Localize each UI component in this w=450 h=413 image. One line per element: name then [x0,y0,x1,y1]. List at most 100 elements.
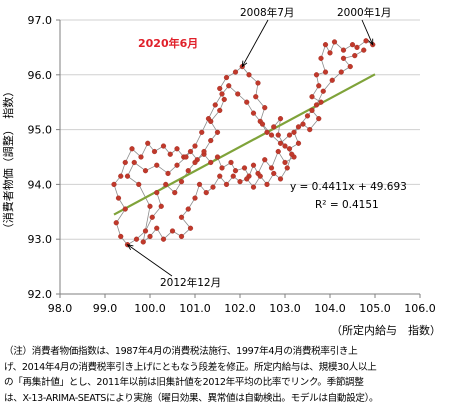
data-point [318,55,324,61]
data-point [259,121,266,127]
annotation-label: 2000年1月 [337,6,391,19]
data-point [354,44,360,51]
data-point [145,140,151,146]
data-point [232,168,239,174]
data-point [160,236,167,242]
x-tick-label: 104.0 [314,302,346,315]
y-tick-label: 95.0 [28,124,53,137]
data-point [232,69,239,75]
data-point [338,69,344,75]
data-point [205,116,212,122]
data-point [284,165,290,171]
trendline-r-squared: R² = 0.4151 [315,199,379,211]
data-point [147,233,153,240]
tick-labels: 98.0 99.0 100.0 101.0 102.0 103.0 104.0 105.0 10… [28,14,436,315]
y-tick-label: 93.0 [28,233,53,246]
data-point [163,181,169,188]
data-point [217,85,223,92]
trendline [113,73,376,216]
axes [59,20,420,295]
data-point [230,173,236,179]
data-point [226,83,232,89]
data-point [208,137,214,144]
data-point [361,47,367,53]
data-point [154,162,160,168]
y-tick-label: 97.0 [28,14,53,27]
data-point [331,39,338,45]
data-point [111,181,117,188]
x-axis-label: （所定内給与 指数） [331,323,441,337]
x-tick-label: 98.0 [48,302,73,315]
data-point [309,107,315,114]
data-point [165,170,171,177]
data-point [228,159,234,166]
x-tick-label: 101.0 [179,302,211,315]
data-point [142,168,149,174]
data-point [185,206,191,212]
data-point [250,110,257,116]
data-point [329,77,335,83]
data-point [313,72,320,78]
data-point [192,143,198,149]
data-point [320,88,326,94]
data-point [250,162,257,168]
data-point [307,127,313,133]
data-point [223,181,230,188]
annotation-arrowhead [241,60,248,68]
data-point [289,151,295,157]
trendline-group [113,73,376,216]
data-point [275,132,281,138]
data-point [118,233,124,240]
data-point [122,159,128,166]
trendline-equation: y = 0.4411x + 49.693 [290,181,407,193]
data-point [235,91,241,97]
y-tick-label: 94.0 [28,178,53,191]
data-point [142,228,149,234]
data-point [122,206,128,212]
data-point [268,132,275,138]
footnote-line: の「再集計値」とし、2011年以前は旧集計値を2012年平均の比率でリンク。季節… [4,377,364,388]
data-point [178,179,185,185]
data-point [217,107,223,114]
data-point [187,148,194,155]
data-points [111,38,376,248]
data-point [158,203,164,209]
data-point [133,236,140,242]
gridlines [60,19,420,295]
data-point [201,148,207,155]
data-point [174,146,180,152]
data-point [140,239,146,245]
data-point [151,148,158,155]
data-point [214,154,221,160]
data-point [178,214,185,220]
y-tick-label: 92.0 [28,288,53,301]
data-point [149,214,155,220]
annotation-arrowhead [368,38,374,46]
data-point [244,99,250,105]
data-point [313,102,320,108]
footnote-line: は、X-13-ARIMA-SEATSにより実施（曜日効果、異常値は自動検出。モデ… [4,392,379,404]
data-point [219,165,225,171]
data-point [295,124,302,130]
data-point [196,181,203,188]
data-point [282,143,288,149]
data-point [208,159,214,166]
data-point [212,102,218,108]
data-point [340,47,347,53]
x-tick-label: 103.0 [269,302,301,315]
y-axis-label: （消費者物価（調整） 指数） [1,86,15,235]
x-tick-label: 100.0 [134,302,166,315]
x-tick-label: 105.0 [359,302,391,315]
x-tick-label: 106.0 [404,302,436,315]
annotation-label: 2008年7月 [240,6,294,19]
data-point [277,176,284,182]
data-point [241,165,248,171]
data-point [131,159,137,166]
annotations: 2008年7月 2000年1月 2020年6月 2012年12月 [126,6,391,289]
data-point [268,165,275,171]
data-point [136,181,142,188]
x-tick-label: 99.0 [93,302,118,315]
data-point [210,184,216,190]
data-point [129,146,135,152]
data-point [124,173,131,179]
